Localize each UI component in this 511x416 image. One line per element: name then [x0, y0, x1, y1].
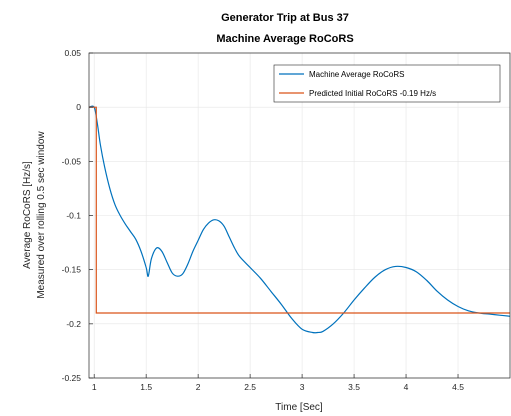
series-lines	[89, 105, 510, 334]
y-axis-label-line1: Average RoCoRS [Hz/s]	[22, 161, 33, 269]
y-axis-label-line2: Measured over rolling 0.5 sec window	[36, 131, 47, 299]
y-ticks: 0.05 0 -0.05 -0.1 -0.15 -0.2 -0.25	[62, 48, 93, 383]
x-tick-label: 3.5	[348, 382, 360, 392]
y-tick-label: 0	[76, 102, 81, 112]
series-line-0	[89, 105, 510, 334]
chart-subtitle: Machine Average RoCoRS	[216, 33, 353, 45]
x-tick-label: 2	[196, 382, 201, 392]
legend: Machine Average RoCoRS Predicted Initial…	[273, 64, 501, 103]
grid-lines	[89, 52, 510, 379]
chart-title: Generator Trip at Bus 37	[221, 12, 349, 24]
y-tick-label: -0.1	[66, 211, 81, 221]
y-tick-label: 0.05	[64, 48, 81, 58]
x-axis-label: Time [Sec]	[275, 402, 323, 413]
legend-box	[273, 64, 501, 103]
series-line-1	[89, 106, 510, 314]
x-tick-label: 4.5	[452, 382, 464, 392]
x-ticks: 1 1.5 2 2.5 3 3.5 4 4.5	[92, 374, 464, 392]
y-tick-label: -0.15	[62, 265, 82, 275]
y-tick-label: -0.25	[62, 373, 82, 383]
x-tick-label: 4	[404, 382, 409, 392]
y-tick-label: -0.2	[66, 319, 81, 329]
x-tick-label: 3	[300, 382, 305, 392]
x-tick-label: 1.5	[140, 382, 152, 392]
x-tick-label: 1	[92, 382, 97, 392]
y-tick-label: -0.05	[62, 156, 82, 166]
x-tick-label: 2.5	[244, 382, 256, 392]
legend-label-1: Predicted Initial RoCoRS -0.19 Hz/s	[309, 89, 436, 98]
legend-label-0: Machine Average RoCoRS	[309, 70, 404, 79]
